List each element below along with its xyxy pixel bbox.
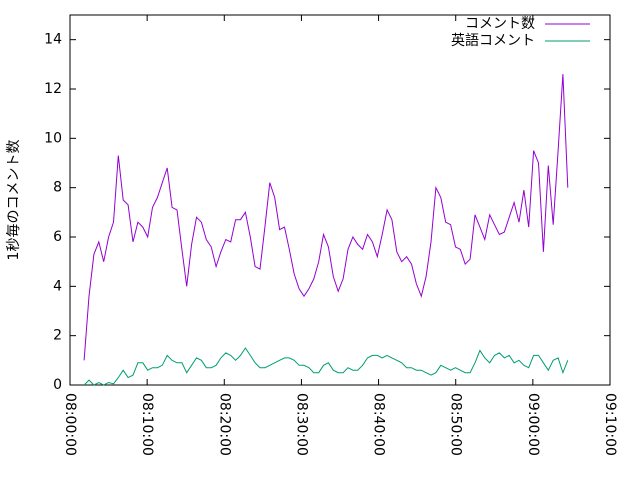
y-tick-label: 4: [53, 278, 62, 294]
legend-label: 英語コメント: [451, 32, 535, 49]
x-tick-label: 08:20:00: [216, 393, 232, 456]
legend-label: コメント数: [465, 16, 535, 32]
x-tick-label: 08:00:00: [62, 393, 78, 456]
y-axis-label: 1秒毎のコメント数: [6, 140, 22, 261]
plot-border: [69, 14, 611, 386]
series-line: [83, 74, 569, 361]
x-tick-label: 09:10:00: [602, 393, 618, 456]
x-tick-label: 08:50:00: [448, 393, 464, 456]
y-tick-label: 6: [53, 229, 62, 245]
y-tick-label: 0: [53, 377, 62, 393]
x-tick-label: 08:40:00: [371, 393, 387, 456]
y-tick-label: 14: [44, 32, 62, 48]
y-tick-label: 10: [44, 130, 62, 146]
x-tick-label: 09:00:00: [525, 393, 541, 456]
x-tick-label: 08:30:00: [293, 393, 309, 456]
y-tick-label: 2: [53, 328, 62, 344]
x-tick-label: 08:10:00: [139, 393, 155, 456]
y-tick-label: 8: [53, 180, 62, 196]
series-line: [83, 347, 569, 386]
y-tick-label: 12: [44, 81, 62, 97]
